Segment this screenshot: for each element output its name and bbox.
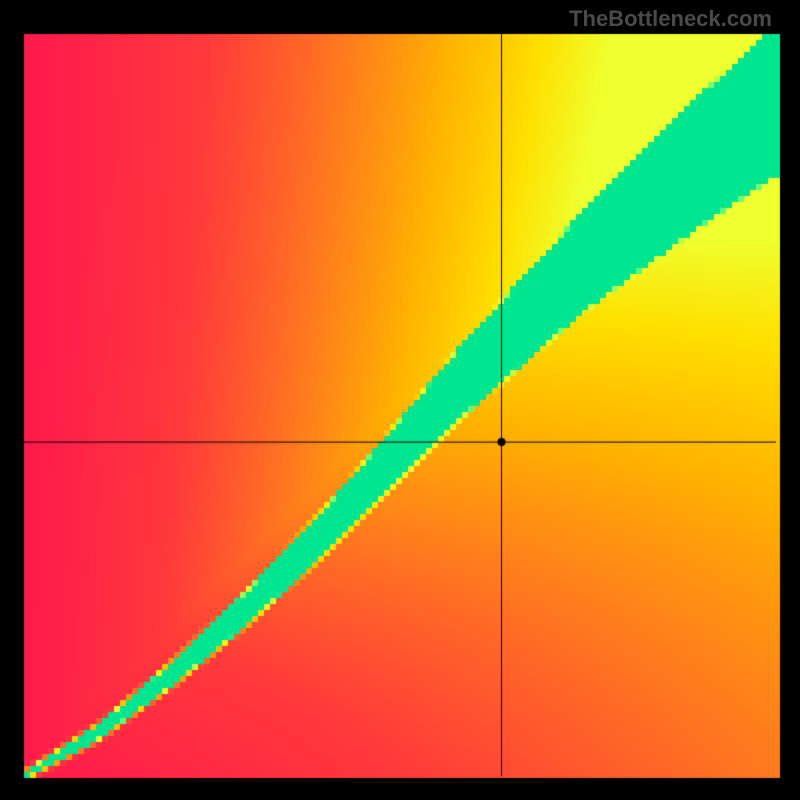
watermark-text: TheBottleneck.com <box>569 6 772 32</box>
bottleneck-heatmap <box>0 0 800 800</box>
chart-container: { "watermark": { "text": "TheBottleneck.… <box>0 0 800 800</box>
